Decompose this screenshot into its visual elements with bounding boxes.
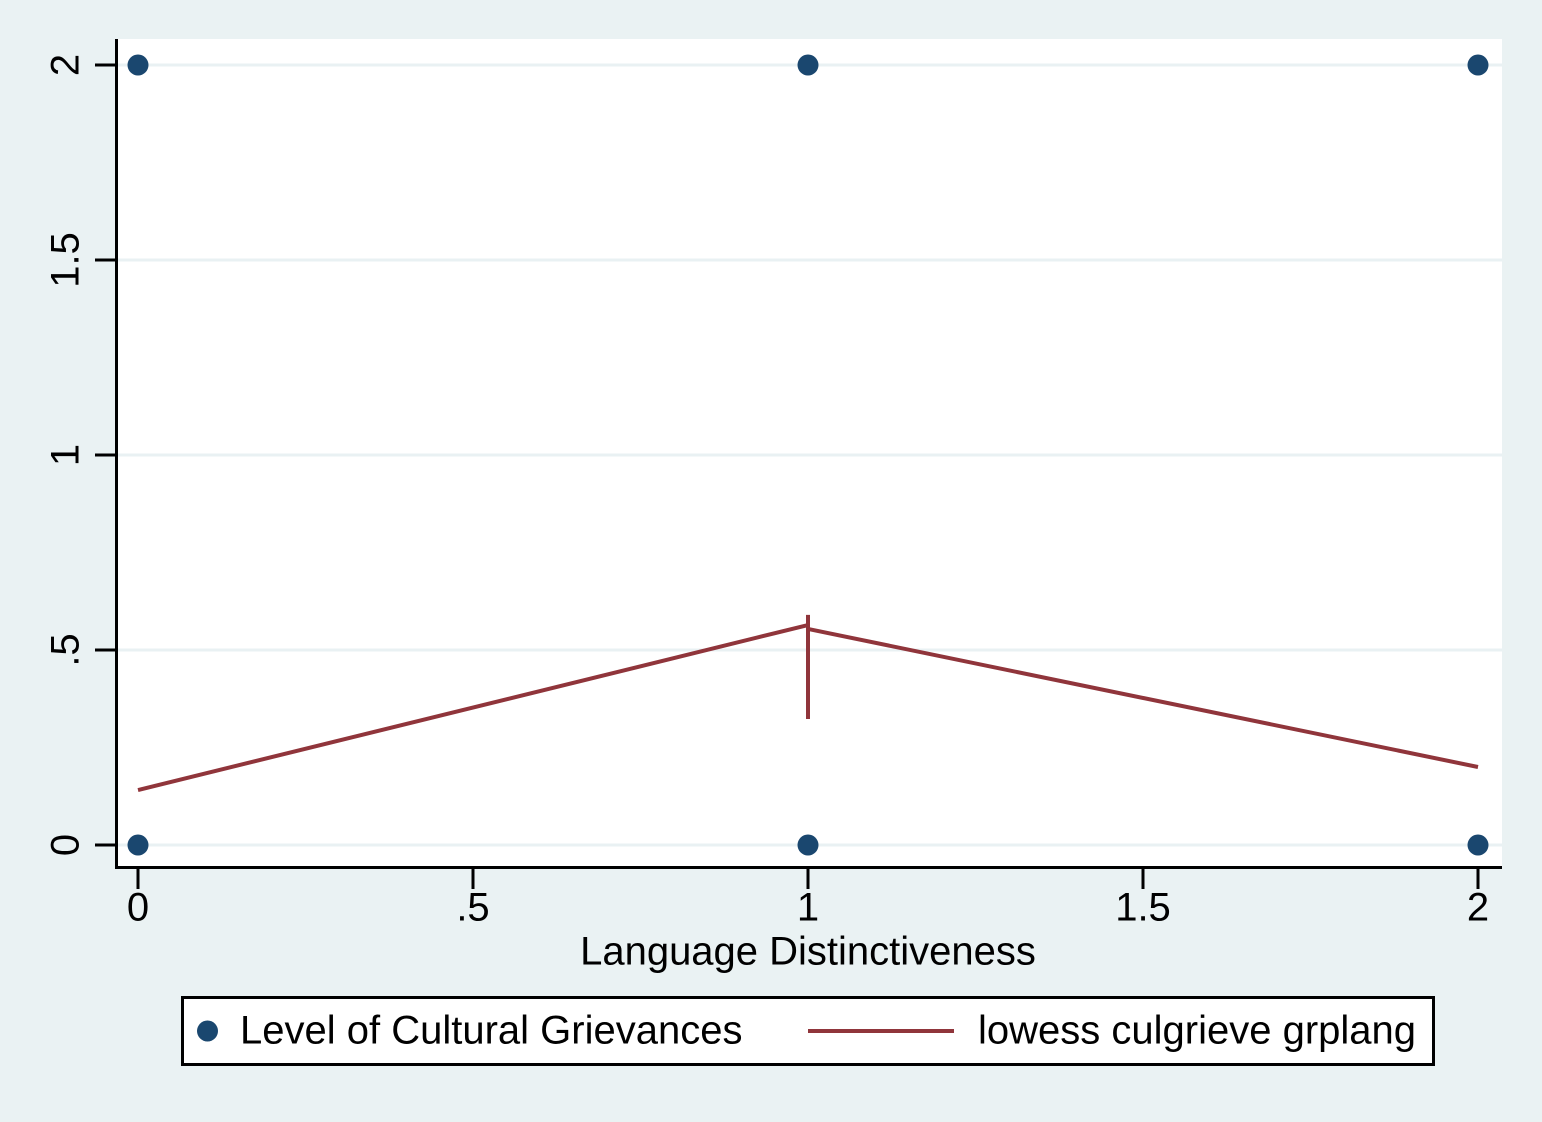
scatter-point: [127, 54, 149, 76]
lowess-line: [137, 623, 809, 792]
x-tick-label: 1.5: [1115, 885, 1171, 930]
legend-box: Level of Cultural Grievances lowess culg…: [181, 996, 1435, 1066]
scatter-point: [1467, 834, 1489, 856]
scatter-point: [127, 834, 149, 856]
legend-scatter-marker-icon: [197, 1020, 218, 1042]
y-tick-label: 0: [43, 833, 88, 857]
y-tick-label: .5: [43, 633, 88, 667]
scatter-point: [797, 834, 819, 856]
y-tick-label: 1: [43, 443, 88, 467]
lowess-line: [807, 626, 1479, 769]
legend-line-swatch-icon: [808, 1029, 954, 1033]
scatter-point: [1467, 54, 1489, 76]
x-tick-label: .5: [456, 885, 490, 930]
x-tick-label: 0: [126, 885, 150, 930]
scatter-point: [797, 54, 819, 76]
legend-label-lowess: lowess culgrieve grplang: [978, 1008, 1417, 1053]
y-tick-label: 1.5: [43, 232, 88, 288]
x-axis-title: Language Distinctiveness: [580, 929, 1036, 974]
y-tick-label: 2: [43, 53, 88, 77]
x-tick-label: 1: [796, 885, 820, 930]
legend-label-scatter: Level of Cultural Grievances: [240, 1008, 743, 1053]
x-tick-label: 2: [1466, 885, 1490, 930]
